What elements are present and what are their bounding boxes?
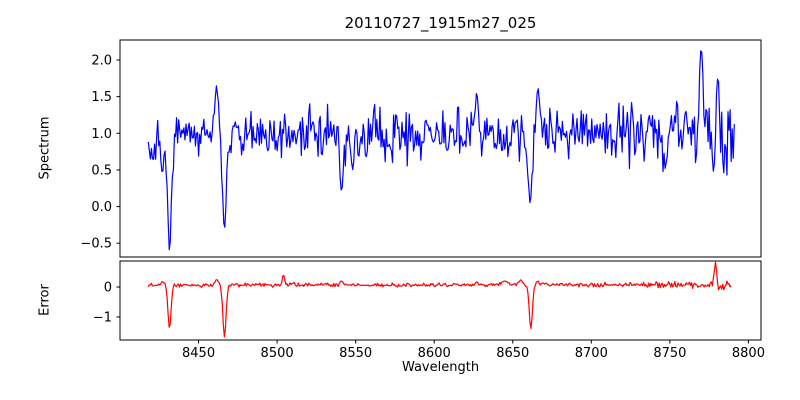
x-tick-label: 8600 <box>418 346 451 361</box>
spectrum-y-tick-label: 0.0 <box>91 200 112 215</box>
x-tick-label: 8750 <box>653 346 686 361</box>
error-y-tick-label: 0 <box>104 281 112 296</box>
error-line <box>147 261 732 338</box>
x-axis-label: Wavelength <box>401 360 480 375</box>
x-tick-label: 8650 <box>496 346 529 361</box>
spectrum-y-tick-label: 0.5 <box>91 163 112 178</box>
spectrum-axis-label: Spectrum <box>37 116 53 180</box>
plot-title: 20110727_1915m27_025 <box>344 14 537 32</box>
spectrum-panel-border <box>119 39 762 258</box>
x-tick-label: 8550 <box>339 346 372 361</box>
error-panel-border <box>119 260 762 341</box>
x-tick-label: 8500 <box>261 346 294 361</box>
spectrum-y-tick-label: 1.0 <box>91 127 112 142</box>
x-tick-label: 8450 <box>182 346 215 361</box>
x-tick-label: 8800 <box>732 346 765 361</box>
spectrum-line <box>147 50 735 251</box>
spectrum-y-tick-label: −0.5 <box>80 237 112 252</box>
spectrum-y-tick-label: 1.5 <box>91 90 112 105</box>
error-axis-label: Error <box>37 284 53 316</box>
error-y-tick-label: −1 <box>93 310 112 325</box>
x-tick-label: 8700 <box>575 346 608 361</box>
spectrum-y-tick-label: 2.0 <box>91 54 112 69</box>
